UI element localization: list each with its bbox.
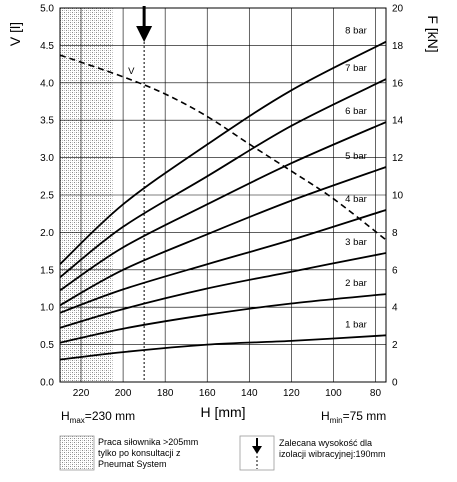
series-line-3-bar [60, 252, 386, 329]
y-right-tick-label: 0 [392, 378, 398, 389]
legend-arrow-line-1: Zalecana wysokość dla [279, 438, 373, 448]
y-right-tick-label: 10 [392, 191, 404, 202]
y-left-title: V [l] [7, 22, 23, 46]
ticks: 220 200 180 160 140 120 100 800.00.51.01.52.02.… [40, 4, 403, 400]
legend-arrow-icon [252, 438, 262, 469]
series-group [60, 40, 386, 361]
y-right-tick-label: 18 [392, 41, 404, 52]
legend-hatched-line-1: Praca siłownika >205mm [98, 437, 199, 447]
y-right-tick-label: 4 [392, 303, 398, 314]
legend-hatched-line-3: Pneumat System [98, 459, 167, 469]
y-left-tick-label: 4.5 [40, 41, 54, 52]
y-left-tick-label: 1.0 [40, 303, 54, 314]
legend-arrow-line-2: izolacji wibracyjnej:190mm [279, 449, 386, 459]
y-left-tick-label: 3.0 [40, 153, 54, 164]
series-label: 7 bar [345, 63, 367, 74]
series-line-6-bar [60, 121, 386, 292]
series-label: 8 bar [345, 26, 367, 37]
y-left-tick-label: 3.5 [40, 116, 54, 127]
y-right-tick-label: 6 [392, 265, 398, 276]
series-label: 5 bar [345, 151, 367, 162]
x-axis-title: H [mm] [200, 404, 245, 420]
recommended-arrow-head [136, 26, 153, 42]
plot-frame [59, 7, 387, 383]
x-tick-label: 180 [157, 388, 174, 399]
y-right-title: F [kN] [425, 15, 441, 52]
legend-hatched-line-2: tylko po konsultacji z [98, 448, 181, 458]
series-label: 2 bar [345, 278, 367, 289]
series-label: 3 bar [345, 237, 367, 248]
series-label: 4 bar [345, 194, 367, 205]
series-label: 6 bar [345, 106, 367, 117]
series-line-7-bar [60, 78, 386, 279]
y-left-tick-label: 2.0 [40, 228, 54, 239]
series-line-5-bar [60, 166, 386, 307]
y-right-tick-label: 14 [392, 116, 404, 127]
y-left-tick-label: 5.0 [40, 4, 54, 15]
legend-hatched-text: Praca siłownika >205mm tylko po konsulta… [98, 437, 198, 470]
y-right-tick-label: 12 [392, 153, 404, 164]
y-left-tick-label: 4.0 [40, 78, 54, 89]
y-right-tick-label: 8 [392, 228, 398, 239]
series-line-1-bar [60, 334, 386, 361]
x-tick-label: 80 [370, 388, 382, 399]
x-tick-label: 160 [199, 388, 216, 399]
x-tick-label: 140 [241, 388, 258, 399]
x-tick-label: 100 [325, 388, 342, 399]
series-label: 1 bar [345, 319, 367, 330]
bar-labels: 1 bar 2 bar 3 bar 4 bar 5 bar 6 bar 7 bar 8 bar [345, 26, 367, 331]
y-left-tick-label: 0.5 [40, 340, 54, 351]
v-curve-label: V [128, 66, 135, 77]
series-line-4-bar [60, 209, 386, 314]
hmin-label: Hmin=75 mm [321, 409, 386, 425]
legend-arrow-text: Zalecana wysokość dla izolacji wibracyjn… [279, 438, 386, 460]
series-line-8-bar [60, 40, 386, 265]
recommended-arrow [136, 6, 153, 42]
series-line-2-bar [60, 293, 386, 344]
x-tick-label: 220 [73, 388, 90, 399]
y-left-tick-label: 2.5 [40, 191, 54, 202]
series-line-v [60, 54, 386, 241]
y-left-tick-label: 0.0 [40, 378, 54, 389]
y-right-tick-label: 2 [392, 340, 398, 351]
y-right-tick-label: 20 [392, 4, 404, 15]
hmax-label: Hmax=230 mm [61, 409, 135, 425]
y-left-tick-label: 1.5 [40, 265, 54, 276]
y-right-tick-label: 16 [392, 78, 404, 89]
x-tick-label: 200 [115, 388, 132, 399]
legend-hatched-swatch [59, 435, 95, 471]
x-tick-label: 120 [283, 388, 300, 399]
